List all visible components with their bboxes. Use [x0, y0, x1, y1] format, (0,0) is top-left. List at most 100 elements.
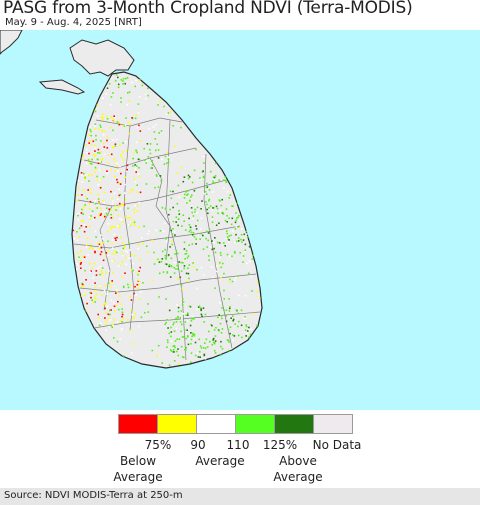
ndvi-pixel	[225, 315, 227, 317]
ndvi-pixel	[248, 272, 250, 275]
ndvi-pixel	[199, 177, 201, 179]
ndvi-pixel	[212, 176, 215, 178]
ndvi-pixel	[185, 252, 188, 255]
ndvi-pixel	[202, 234, 204, 237]
ndvi-pixel	[109, 319, 112, 321]
ndvi-pixel	[187, 312, 189, 314]
ndvi-pixel	[113, 305, 116, 308]
ndvi-pixel	[94, 230, 97, 233]
ndvi-pixel	[100, 251, 103, 253]
ndvi-pixel	[166, 271, 169, 273]
ndvi-pixel	[94, 250, 96, 253]
ndvi-pixel	[132, 343, 135, 345]
ndvi-pixel	[111, 197, 113, 199]
ndvi-pixel	[107, 313, 110, 316]
ndvi-pixel	[214, 335, 217, 337]
ndvi-pixel	[89, 162, 92, 165]
ndvi-pixel	[114, 237, 116, 240]
ndvi-pixel	[221, 328, 224, 330]
ndvi-pixel	[228, 298, 230, 300]
ndvi-pixel	[220, 332, 223, 334]
ndvi-pixel	[149, 143, 152, 145]
ndvi-pixel	[81, 181, 84, 183]
ndvi-pixel	[199, 351, 201, 353]
ndvi-pixel	[112, 226, 114, 228]
ndvi-pixel	[94, 286, 97, 289]
ndvi-pixel	[242, 261, 244, 263]
ndvi-pixel	[87, 189, 89, 191]
ndvi-pixel	[203, 192, 205, 195]
ndvi-pixel	[117, 206, 120, 208]
ndvi-pixel	[100, 243, 102, 245]
ndvi-pixel	[237, 320, 240, 323]
ndvi-pixel	[95, 168, 97, 170]
ndvi-pixel	[209, 205, 212, 207]
legend: 75% 90 110 125% No Data Below Average Av…	[0, 412, 480, 487]
ndvi-pixel	[208, 228, 211, 230]
ndvi-pixel	[189, 229, 192, 231]
ndvi-pixel	[128, 241, 130, 244]
ndvi-pixel	[137, 247, 140, 250]
ndvi-pixel	[214, 182, 216, 184]
ndvi-pixel	[180, 310, 183, 312]
ndvi-pixel	[155, 174, 158, 176]
ndvi-pixel	[88, 142, 90, 144]
ndvi-pixel	[103, 142, 105, 145]
ndvi-pixel	[200, 308, 202, 311]
ndvi-pixel	[156, 143, 158, 145]
ndvi-pixel	[207, 239, 209, 242]
ndvi-pixel	[248, 326, 250, 329]
ndvi-pixel	[237, 325, 239, 328]
ndvi-pixel	[158, 272, 161, 275]
ndvi-pixel	[96, 158, 99, 160]
ndvi-pixel	[126, 164, 129, 167]
ndvi-pixel	[168, 364, 171, 366]
ndvi-pixel	[99, 286, 102, 289]
ndvi-pixel	[206, 186, 209, 188]
ndvi-pixel	[125, 170, 128, 172]
ndvi-pixel	[232, 318, 235, 321]
ndvi-pixel	[212, 337, 215, 340]
ndvi-pixel	[104, 317, 106, 319]
ndvi-pixel	[177, 354, 180, 357]
ndvi-pixel	[181, 356, 184, 358]
ndvi-pixel	[234, 323, 236, 325]
ndvi-pixel	[98, 324, 101, 327]
ndvi-pixel	[233, 250, 236, 253]
ndvi-pixel	[170, 197, 173, 200]
ndvi-pixel	[119, 193, 122, 196]
ndvi-pixel	[113, 301, 115, 304]
ndvi-pixel	[138, 167, 140, 169]
ndvi-pixel	[179, 317, 182, 319]
ndvi-pixel	[124, 272, 126, 274]
ndvi-pixel	[168, 309, 171, 312]
ndvi-pixel	[110, 225, 113, 228]
ndvi-pixel	[101, 157, 104, 160]
ndvi-pixel	[84, 176, 86, 179]
ndvi-pixel	[200, 208, 202, 210]
ndvi-pixel	[145, 245, 148, 247]
ndvi-pixel	[134, 204, 136, 207]
ndvi-pixel	[154, 186, 156, 189]
ndvi-pixel	[228, 349, 230, 352]
ndvi-pixel	[121, 308, 123, 310]
ndvi-pixel	[248, 328, 250, 331]
ndvi-pixel	[82, 189, 85, 192]
ndvi-pixel	[220, 340, 222, 343]
ndvi-pixel	[134, 164, 136, 166]
ndvi-pixel	[106, 305, 109, 308]
ndvi-pixel	[187, 174, 190, 177]
ndvi-pixel	[177, 184, 180, 187]
ndvi-pixel	[172, 345, 175, 347]
ndvi-pixel	[214, 340, 217, 342]
ndvi-pixel	[209, 170, 212, 173]
ndvi-pixel	[188, 244, 190, 246]
ndvi-pixel	[164, 207, 167, 210]
legend-swatch-no-data	[313, 414, 353, 434]
ndvi-pixel	[113, 259, 115, 262]
ndvi-pixel	[85, 196, 87, 198]
ndvi-pixel	[116, 178, 118, 181]
ndvi-pixel	[102, 176, 105, 178]
ndvi-pixel	[129, 123, 131, 126]
ndvi-pixel	[80, 172, 83, 174]
